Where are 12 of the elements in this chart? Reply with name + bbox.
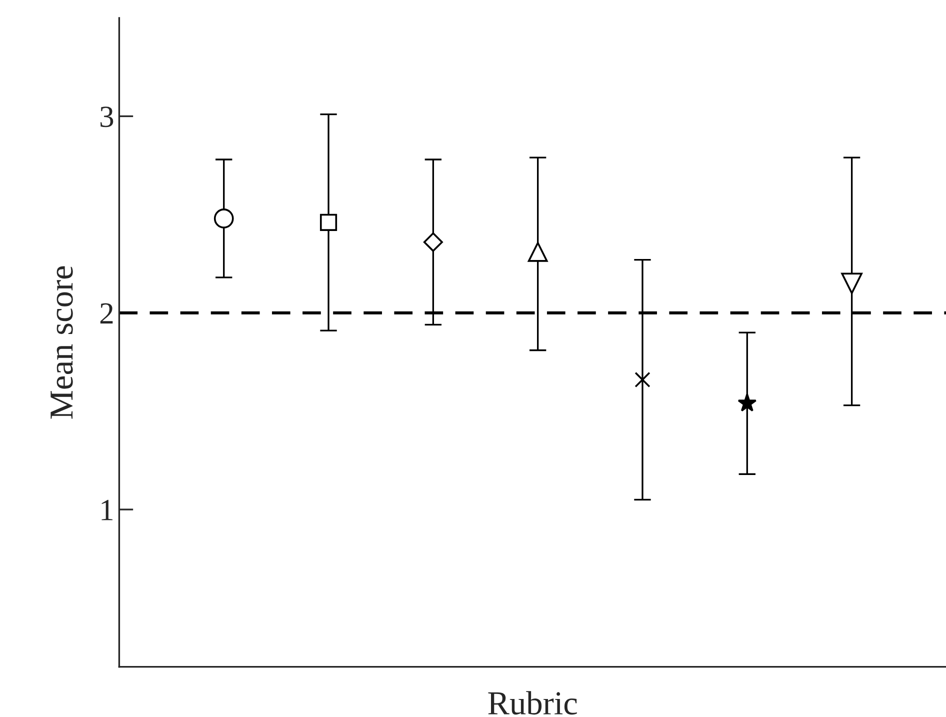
y-axis-title: Mean score bbox=[50, 266, 73, 419]
y-tick-label: 3 bbox=[100, 106, 114, 128]
x-axis-title: Rubric bbox=[488, 691, 577, 715]
point bbox=[528, 242, 548, 262]
point bbox=[841, 272, 862, 294]
y-tick-label: 2 bbox=[100, 303, 113, 324]
point bbox=[423, 232, 443, 252]
point bbox=[320, 214, 338, 231]
point bbox=[634, 372, 650, 388]
point bbox=[738, 393, 757, 412]
point bbox=[214, 208, 234, 228]
y-tick-label: 1 bbox=[102, 500, 112, 520]
